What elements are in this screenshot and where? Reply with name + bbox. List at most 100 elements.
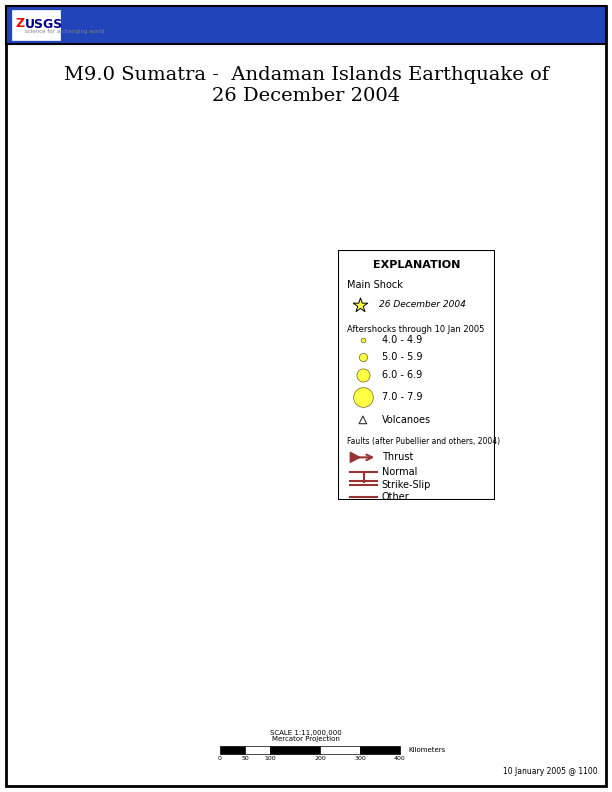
Text: SCALE 1:11,000,000: SCALE 1:11,000,000	[270, 730, 342, 736]
Text: 200: 200	[314, 756, 326, 761]
Point	[289, 609, 299, 622]
Point	[268, 555, 278, 568]
Polygon shape	[378, 352, 457, 635]
Text: Main Shock: Main Shock	[347, 280, 403, 290]
Text: EURASIA: EURASIA	[397, 205, 438, 215]
Circle shape	[231, 374, 237, 381]
Point	[234, 462, 244, 474]
Text: Islands: Islands	[207, 373, 234, 382]
Circle shape	[239, 410, 245, 417]
Text: ANDAMAN: ANDAMAN	[330, 342, 347, 390]
Point	[247, 498, 257, 511]
Point	[226, 396, 236, 409]
Point	[247, 399, 257, 412]
Point	[229, 340, 239, 352]
Text: 10 January 2005 @ 1100: 10 January 2005 @ 1100	[504, 767, 598, 776]
Text: SEA: SEA	[346, 399, 358, 418]
Point	[213, 444, 223, 457]
Bar	[6, 6, 606, 44]
Text: 26 December 2004: 26 December 2004	[379, 300, 466, 310]
Point	[234, 300, 244, 313]
Point	[302, 620, 312, 633]
Text: Kilometers: Kilometers	[408, 747, 446, 753]
Point	[355, 299, 365, 311]
Point	[215, 512, 225, 525]
Point	[229, 371, 239, 383]
Text: 0: 0	[218, 756, 222, 761]
Point	[239, 484, 249, 497]
Text: SUNDA PLATE: SUNDA PLATE	[330, 418, 400, 427]
Text: 100: 100	[264, 756, 276, 761]
Point	[237, 555, 247, 568]
Point	[229, 478, 239, 491]
Text: PLATE: PLATE	[403, 223, 432, 231]
Point	[237, 419, 247, 432]
Point	[229, 546, 239, 559]
Point	[218, 538, 228, 550]
Point	[250, 541, 259, 554]
Text: Nicobar: Nicobar	[219, 469, 248, 478]
Text: MICROPLATE: MICROPLATE	[254, 336, 318, 345]
Point	[221, 496, 231, 508]
Point	[215, 351, 225, 364]
Point	[237, 379, 247, 392]
Point	[211, 487, 220, 500]
Text: Strike-Slip: Strike-Slip	[382, 480, 431, 490]
Point	[223, 453, 233, 466]
Text: M9.0 Sumatra -  Andaman Islands Earthquake of
26 December 2004: M9.0 Sumatra - Andaman Islands Earthquak…	[64, 66, 548, 105]
Point	[263, 592, 273, 604]
Circle shape	[255, 496, 260, 502]
Text: 4.0 - 4.9: 4.0 - 4.9	[382, 335, 422, 345]
Point	[229, 286, 239, 299]
Circle shape	[252, 482, 258, 488]
Point	[229, 295, 239, 307]
Text: Islands: Islands	[220, 483, 247, 492]
Point	[245, 442, 255, 455]
Point	[242, 314, 252, 327]
Circle shape	[244, 439, 250, 446]
Point	[258, 572, 267, 584]
Polygon shape	[299, 550, 444, 691]
Point	[203, 422, 212, 435]
Polygon shape	[291, 125, 470, 409]
Text: INDIA: INDIA	[175, 438, 204, 447]
Point	[245, 360, 255, 372]
Point	[223, 309, 233, 322]
Point	[242, 456, 252, 469]
Polygon shape	[391, 125, 470, 380]
Point	[226, 521, 236, 534]
Point	[358, 391, 368, 404]
Text: Volcanoes: Volcanoes	[382, 415, 431, 425]
Text: MYANMAR: MYANMAR	[324, 183, 369, 192]
Circle shape	[233, 385, 239, 392]
Point	[358, 351, 368, 364]
Circle shape	[250, 468, 255, 474]
Text: Strait of Malacca: Strait of Malacca	[356, 451, 400, 508]
Text: 7.0 - 7.9: 7.0 - 7.9	[382, 392, 422, 402]
Text: 5.0 - 5.9: 5.0 - 5.9	[382, 352, 422, 363]
Text: Other: Other	[382, 493, 409, 502]
Point	[358, 368, 368, 381]
Bar	[12, 10, 60, 40]
Point	[245, 569, 255, 582]
Point	[200, 512, 210, 525]
Point	[234, 470, 244, 482]
Text: Faults (after Pubellier and others, 2004): Faults (after Pubellier and others, 2004…	[347, 437, 500, 447]
Text: INDONESIA: INDONESIA	[338, 630, 392, 640]
Bar	[220, 746, 245, 754]
Text: SUNDA: SUNDA	[198, 492, 217, 524]
Point	[205, 476, 215, 489]
Text: (BURMA): (BURMA)	[327, 200, 367, 209]
Point	[218, 470, 228, 482]
Point	[208, 320, 218, 333]
Point	[255, 626, 265, 638]
Text: 400: 400	[394, 756, 406, 761]
Point	[358, 333, 368, 346]
Text: INDIAN: INDIAN	[177, 276, 212, 286]
Point	[197, 456, 207, 469]
Text: EXPLANATION: EXPLANATION	[373, 260, 460, 270]
Point	[297, 615, 307, 627]
Circle shape	[223, 356, 229, 364]
Point	[213, 555, 223, 568]
Circle shape	[223, 343, 229, 349]
